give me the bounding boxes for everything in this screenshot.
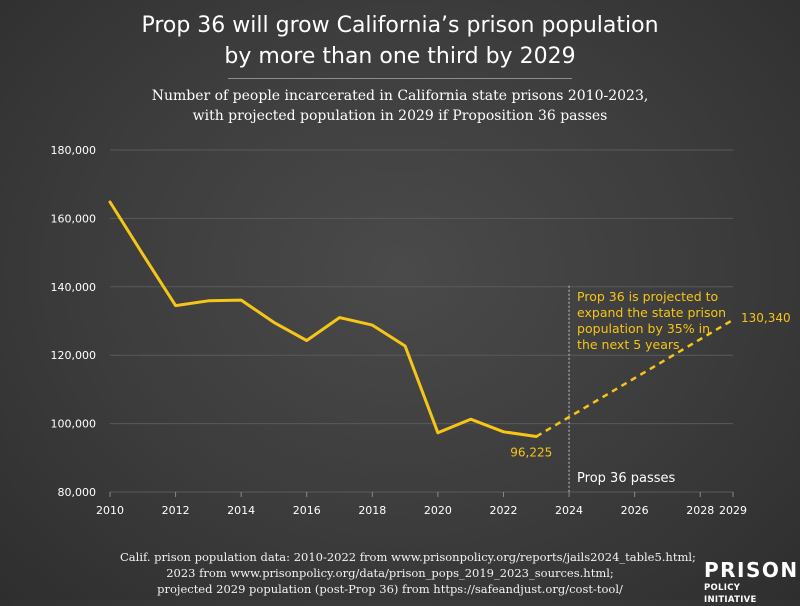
source-note-line-1: Calif. prison population data: 2010-2022… bbox=[120, 549, 660, 565]
x-tick-label: 2014 bbox=[227, 504, 255, 517]
prop36-passes-label: Prop 36 passes bbox=[577, 471, 675, 486]
x-tick-label: 2026 bbox=[621, 504, 649, 517]
x-tick-label: 2012 bbox=[162, 504, 190, 517]
source-notes: Calif. prison population data: 2010-2022… bbox=[120, 549, 660, 597]
y-tick-label: 160,000 bbox=[51, 212, 97, 225]
source-note-line-2: 2023 from www.prisonpolicy.org/data/pris… bbox=[120, 565, 660, 581]
x-tick-label: 2028 bbox=[686, 504, 714, 517]
y-tick-label: 120,000 bbox=[51, 349, 97, 362]
population-line bbox=[110, 202, 536, 437]
x-tick-label: 2022 bbox=[489, 504, 517, 517]
projection-note-line: the next 5 years bbox=[577, 337, 679, 352]
x-tick-label: 2024 bbox=[555, 504, 583, 517]
prison-policy-initiative-logo: PRISON POLICY INITIATIVE bbox=[704, 560, 794, 606]
y-tick-label: 80,000 bbox=[58, 486, 97, 499]
y-tick-label: 100,000 bbox=[51, 418, 97, 431]
x-tick-label: 2020 bbox=[424, 504, 452, 517]
logo-sub-text: POLICY INITIATIVE bbox=[704, 582, 794, 606]
projection-note-line: population by 35% in bbox=[577, 321, 710, 336]
y-tick-label: 140,000 bbox=[51, 281, 97, 294]
x-tick-label: 2010 bbox=[96, 504, 124, 517]
logo-main-text: PRISON bbox=[704, 560, 794, 580]
source-note-line-3: projected 2029 population (post-Prop 36)… bbox=[120, 581, 660, 597]
projection-note-line: expand the state prison bbox=[577, 305, 726, 320]
projection-note-line: Prop 36 is projected to bbox=[577, 289, 718, 304]
x-tick-label: 2018 bbox=[358, 504, 386, 517]
x-tick-label: 2029 bbox=[719, 504, 747, 517]
data-label-2029: 130,340 bbox=[741, 311, 791, 325]
x-tick-label: 2016 bbox=[293, 504, 321, 517]
y-tick-label: 180,000 bbox=[51, 144, 97, 157]
data-label-2023: 96,225 bbox=[510, 446, 552, 460]
